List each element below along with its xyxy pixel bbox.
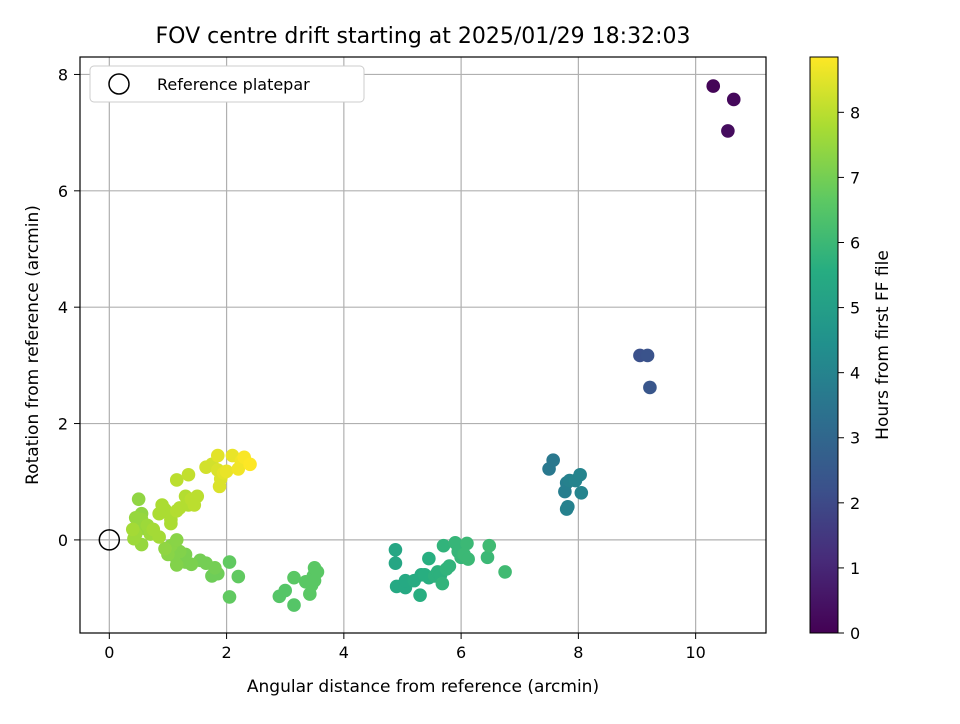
chart-title: FOV centre drift starting at 2025/01/29 … [156, 24, 691, 49]
data-point [222, 555, 237, 569]
data-point [222, 590, 237, 604]
data-point [128, 511, 143, 525]
data-point [435, 576, 450, 591]
data-point [219, 464, 234, 479]
data-point [546, 453, 560, 468]
data-point [243, 457, 257, 472]
colorbar-ticks: 0 1 2 3 4 5 6 7 8 [838, 103, 860, 643]
data-point [726, 92, 741, 107]
data-point [559, 502, 574, 516]
legend: Reference platepar [89, 65, 365, 103]
x-tick-label: 10 [685, 643, 705, 662]
colorbar-tick-label: 0 [850, 624, 860, 643]
legend-label: Reference platepar [157, 75, 310, 94]
data-point [210, 448, 225, 463]
x-tick-label: 8 [573, 643, 583, 662]
colorbar-tick-label: 1 [850, 559, 860, 578]
x-tick-label: 4 [339, 643, 349, 662]
data-point [461, 552, 475, 566]
colorbar-tick-label: 4 [850, 364, 860, 383]
data-point [574, 485, 589, 500]
x-tick-label: 6 [456, 643, 466, 662]
data-point [169, 533, 184, 547]
colorbar-label: Hours from first FF file [873, 250, 893, 440]
x-tick-label: 0 [104, 643, 114, 662]
data-point [388, 543, 403, 557]
colorbar-tick-label: 7 [850, 168, 860, 187]
y-axis-ticks: 0 2 4 6 8 [58, 65, 80, 550]
colorbar [809, 56, 839, 634]
data-point [307, 573, 322, 588]
data-point [131, 492, 146, 506]
data-point [152, 506, 166, 521]
y-tick-label: 0 [58, 531, 68, 550]
plot-frame [79, 56, 767, 634]
data-point [643, 380, 657, 395]
y-axis-label: Rotation from reference (arcmin) [23, 205, 43, 485]
data-point [158, 541, 172, 556]
data-point [721, 124, 735, 138]
data-point [640, 348, 655, 363]
data-point [482, 538, 497, 553]
data-point [422, 551, 436, 566]
colorbar-tick-label: 6 [850, 233, 860, 252]
data-point [278, 583, 293, 598]
data-point [480, 550, 495, 565]
legend-box [89, 65, 365, 103]
data-point [388, 556, 403, 570]
legend-marker [108, 73, 130, 95]
data-point [498, 565, 512, 579]
x-axis-label: Angular distance from reference (arcmin) [247, 677, 599, 697]
data-points [98, 79, 741, 612]
colorbar-tick-label: 5 [850, 299, 860, 318]
reference-platepar-marker [98, 529, 121, 551]
data-point [287, 598, 301, 612]
data-point [152, 530, 166, 544]
data-point [287, 570, 301, 585]
data-point [231, 569, 246, 584]
x-tick-label: 2 [221, 643, 231, 662]
colorbar-tick-label: 2 [850, 494, 860, 513]
data-point [706, 79, 721, 93]
data-point [187, 498, 202, 512]
data-point [460, 536, 474, 551]
data-point [164, 516, 178, 531]
colorbar-tick-label: 3 [850, 429, 860, 448]
y-tick-label: 2 [58, 415, 68, 434]
y-tick-label: 6 [58, 182, 68, 201]
data-point [442, 559, 457, 573]
data-point [573, 467, 587, 482]
data-point [212, 479, 227, 494]
y-tick-label: 8 [58, 65, 68, 84]
data-point [181, 467, 196, 482]
data-point [169, 473, 184, 487]
data-point [436, 538, 451, 553]
data-point [125, 522, 140, 537]
data-point [413, 588, 427, 602]
colorbar-tick-label: 8 [850, 103, 860, 122]
y-tick-label: 4 [58, 298, 68, 317]
x-axis-ticks: 0 2 4 6 8 10 [104, 633, 706, 662]
